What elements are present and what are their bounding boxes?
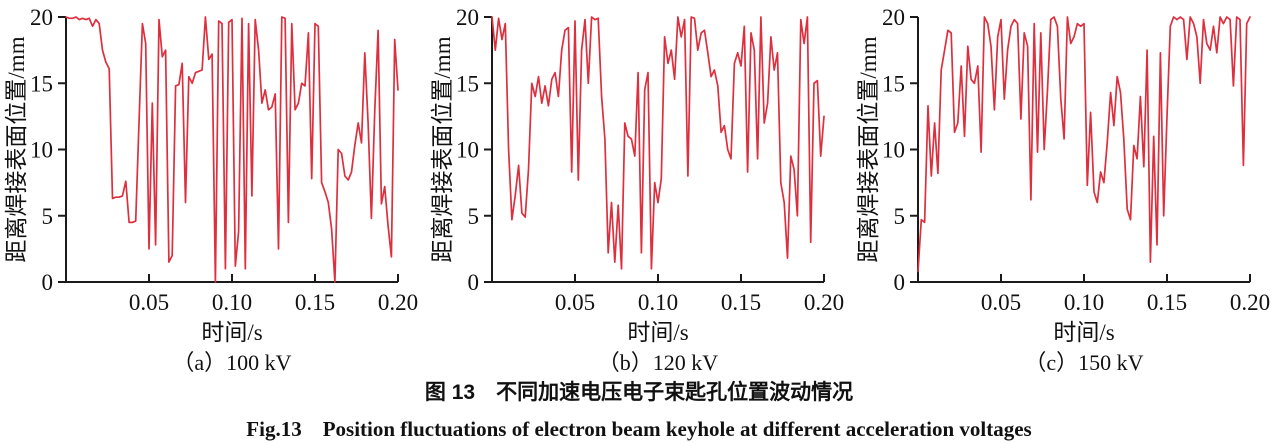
x-tick-label: 0.05	[555, 290, 595, 315]
x-tick-label: 0.15	[295, 290, 335, 315]
y-tick-label: 10	[882, 138, 905, 163]
x-axis-label: 时间/s	[627, 320, 688, 345]
y-axis-label: 距离焊接表面位置/mm	[430, 36, 455, 262]
charts-row: 0 5 10 15 20 0.05 0.10 0.15 0.20 距离焊接表面位置/mm 时间/s （…	[0, 2, 1278, 375]
chart-panel-b: 0 5 10 15 20 0.05 0.10 0.15 0.20 距离焊接表面位置/mm 时间/s （…	[426, 2, 852, 375]
panel-subcaption: （b）120 kV	[598, 350, 719, 375]
x-tick-label: 0.05	[129, 290, 169, 315]
y-tick-label: 20	[456, 5, 479, 30]
y-tick-label: 20	[30, 5, 53, 30]
x-tick-label: 0.05	[981, 290, 1021, 315]
chart-a-100kv: 0 5 10 15 20 0.05 0.10 0.15 0.20 距离焊接表面位置/mm 时间/s （…	[4, 5, 418, 375]
chart-b-120kv: 0 5 10 15 20 0.05 0.10 0.15 0.20 距离焊接表面位置/mm 时间/s （…	[430, 5, 844, 375]
x-tick-label: 0.20	[804, 290, 844, 315]
x-tick-label: 0.20	[378, 290, 418, 315]
y-axis-label: 距离焊接表面位置/mm	[856, 36, 881, 262]
signal-line	[65, 16, 399, 283]
y-tick-label: 20	[882, 5, 905, 30]
chart-c-150kv: 0 5 10 15 20 0.05 0.10 0.15 0.20 距离焊接表面位置/mm 时间/s （…	[856, 5, 1270, 375]
y-tick-label: 5	[894, 204, 906, 229]
x-tick-label: 0.15	[1147, 290, 1187, 315]
panel-subcaption: （c）150 kV	[1024, 350, 1143, 375]
x-tick-label: 0.10	[212, 290, 252, 315]
x-tick-label: 0.20	[1230, 290, 1270, 315]
x-tick-label: 0.10	[638, 290, 678, 315]
y-tick-label: 5	[42, 204, 54, 229]
y-axis-label: 距离焊接表面位置/mm	[4, 36, 29, 262]
y-tick-label: 0	[894, 270, 906, 295]
x-tick-label: 0.15	[721, 290, 761, 315]
y-tick-label: 5	[468, 204, 480, 229]
y-tick-label: 10	[30, 138, 53, 163]
y-tick-label: 15	[30, 71, 53, 96]
panel-subcaption: （a）100 kV	[172, 350, 291, 375]
y-tick-label: 0	[42, 270, 54, 295]
y-tick-label: 15	[882, 71, 905, 96]
x-axis-label: 时间/s	[201, 320, 262, 345]
x-tick-label: 0.10	[1064, 290, 1104, 315]
y-tick-label: 10	[456, 138, 479, 163]
signal-line	[491, 16, 825, 270]
y-tick-label: 15	[456, 71, 479, 96]
chart-panel-a: 0 5 10 15 20 0.05 0.10 0.15 0.20 距离焊接表面位置/mm 时间/s （…	[0, 2, 426, 375]
figure-caption-chinese: 图 13 不同加速电压电子束匙孔位置波动情况	[424, 381, 854, 404]
figure-caption-english: Fig.13 Position fluctuations of electron…	[246, 417, 1032, 441]
signal-line	[917, 16, 1251, 273]
chart-panel-c: 0 5 10 15 20 0.05 0.10 0.15 0.20 距离焊接表面位置/mm 时间/s （…	[852, 2, 1278, 375]
x-axis-label: 时间/s	[1053, 320, 1114, 345]
y-tick-label: 0	[468, 270, 480, 295]
